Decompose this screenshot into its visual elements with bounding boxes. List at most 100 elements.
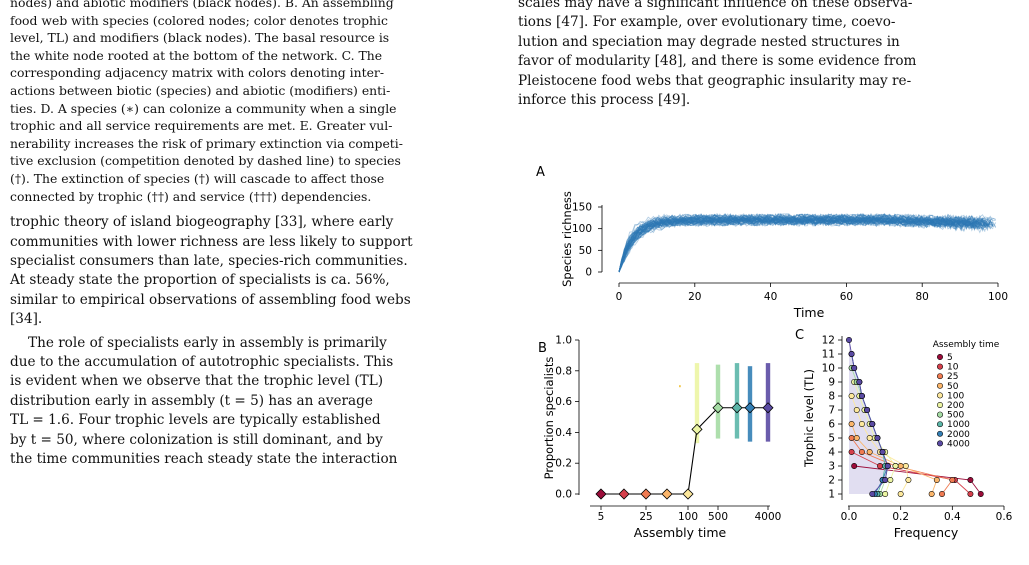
y-tick-label: 1 xyxy=(828,489,835,501)
richness-series xyxy=(618,217,980,273)
outlier-mark xyxy=(679,385,681,388)
x-tick-label: 40 xyxy=(764,291,777,303)
series-point xyxy=(848,393,855,399)
legend-marker xyxy=(937,402,943,408)
series-point xyxy=(877,463,883,469)
richness-series xyxy=(618,218,994,273)
richness-series xyxy=(618,216,994,273)
richness-series xyxy=(618,219,986,273)
panel-label-b: B xyxy=(538,341,547,356)
x-tick-label: 0.2 xyxy=(892,511,909,523)
right-text-line: favor of modularity [48], and there is s… xyxy=(518,53,917,70)
legend-label: 2000 xyxy=(947,430,970,440)
panel-c-xlabel: Frequency xyxy=(894,525,959,540)
richness-series xyxy=(618,213,991,273)
mean-point xyxy=(640,488,652,500)
para1-line: trophic theory of island biogeography [3… xyxy=(10,214,394,231)
series-point xyxy=(884,463,891,469)
right-text-column: scales may have a significant influence … xyxy=(518,0,1018,110)
panel-b-ylabel: Proportion specialists xyxy=(542,357,556,480)
legend-marker xyxy=(937,373,943,380)
richness-series xyxy=(618,216,986,273)
series-point xyxy=(866,435,873,441)
mean-point xyxy=(595,488,607,500)
y-tick-label: 10 xyxy=(822,363,835,375)
series-point xyxy=(848,435,855,441)
richness-series xyxy=(618,212,991,273)
caption-line: the white node rooted at the bottom of t… xyxy=(10,47,383,63)
richness-series xyxy=(618,213,975,273)
series-point xyxy=(869,421,876,427)
range-bar xyxy=(694,363,700,444)
panel-label-a: A xyxy=(536,165,545,180)
richness-series xyxy=(618,213,996,273)
legend-label: 25 xyxy=(947,372,958,382)
panel-a-chart: 0 20 40 60 80 100 0 50 100 150 Species richness T… xyxy=(560,191,1008,320)
para2-line: The role of specialists early in assembl… xyxy=(28,334,387,351)
series-point xyxy=(977,491,984,497)
richness-series xyxy=(618,219,989,273)
series-point xyxy=(939,491,945,497)
panel-a-ylabel: Species richness xyxy=(560,191,574,287)
richness-series xyxy=(618,217,994,273)
caption-line: (†). The extinction of species (†) will … xyxy=(10,170,385,186)
richness-series xyxy=(618,216,981,273)
x-tick-label: 5 xyxy=(598,511,605,523)
density-area xyxy=(849,340,888,494)
figure-caption: nodes) and abiotic modifiers (black node… xyxy=(10,0,490,205)
legend-marker xyxy=(937,421,943,428)
series-point xyxy=(853,435,860,441)
richness-series xyxy=(618,219,989,273)
mean-point xyxy=(618,488,630,500)
caption-line: corresponding adjacency matrix with colo… xyxy=(10,65,385,81)
y-tick-label: 7 xyxy=(828,405,835,417)
richness-series xyxy=(618,213,994,273)
series-point xyxy=(897,491,904,497)
y-tick-label: 8 xyxy=(828,391,835,403)
y-tick-label: 9 xyxy=(828,377,835,389)
richness-series xyxy=(618,213,996,273)
series-point xyxy=(848,449,855,455)
para2-line: TL = 1.6. Four trophic levels are typica… xyxy=(10,412,381,429)
richness-series xyxy=(618,214,978,273)
y-tick-label: 0.2 xyxy=(555,458,572,470)
y-tick-label: 0.8 xyxy=(555,365,572,377)
x-tick-label: 500 xyxy=(708,511,728,523)
series-point xyxy=(902,463,909,469)
richness-series xyxy=(618,212,991,273)
richness-series xyxy=(618,213,989,273)
right-text-line: lution and speciation may degrade nested… xyxy=(518,33,900,50)
y-tick-label: 1.0 xyxy=(555,335,572,347)
caption-line: ties. D. A species (∗) can colonize a co… xyxy=(10,100,397,116)
x-tick-label: 100 xyxy=(678,511,698,523)
y-tick-label: 0 xyxy=(585,267,592,279)
series-point xyxy=(853,407,860,413)
richness-series xyxy=(618,217,986,273)
panel-b-marks xyxy=(595,363,774,500)
y-tick-label: 6 xyxy=(828,419,835,431)
mean-point xyxy=(682,488,694,500)
richness-series xyxy=(618,218,986,273)
richness-series xyxy=(618,216,981,273)
legend-marker xyxy=(937,392,943,399)
mean-point xyxy=(762,402,774,414)
mean-line xyxy=(601,407,768,495)
legend-marker xyxy=(937,354,943,360)
mean-point xyxy=(712,402,724,414)
series-point xyxy=(933,477,940,483)
y-tick-label: 4 xyxy=(828,447,835,459)
caption-line: trophic and all service requirements are… xyxy=(10,118,393,134)
richness-series xyxy=(618,218,975,273)
series-line xyxy=(851,451,971,495)
para1-line: At steady state the proportion of specia… xyxy=(10,272,390,289)
series-point xyxy=(882,477,889,483)
series-point xyxy=(967,491,974,497)
y-tick-label: 5 xyxy=(828,433,835,445)
x-tick-label: 60 xyxy=(840,291,853,303)
caption-line: connected by trophic (††) and service (†… xyxy=(10,188,372,204)
richness-series xyxy=(618,216,994,273)
panel-a-ticks: 0 20 40 60 80 100 0 50 100 150 xyxy=(572,202,1008,304)
richness-series xyxy=(618,215,981,273)
x-tick-label: 25 xyxy=(639,511,652,523)
range-bar xyxy=(734,363,740,439)
